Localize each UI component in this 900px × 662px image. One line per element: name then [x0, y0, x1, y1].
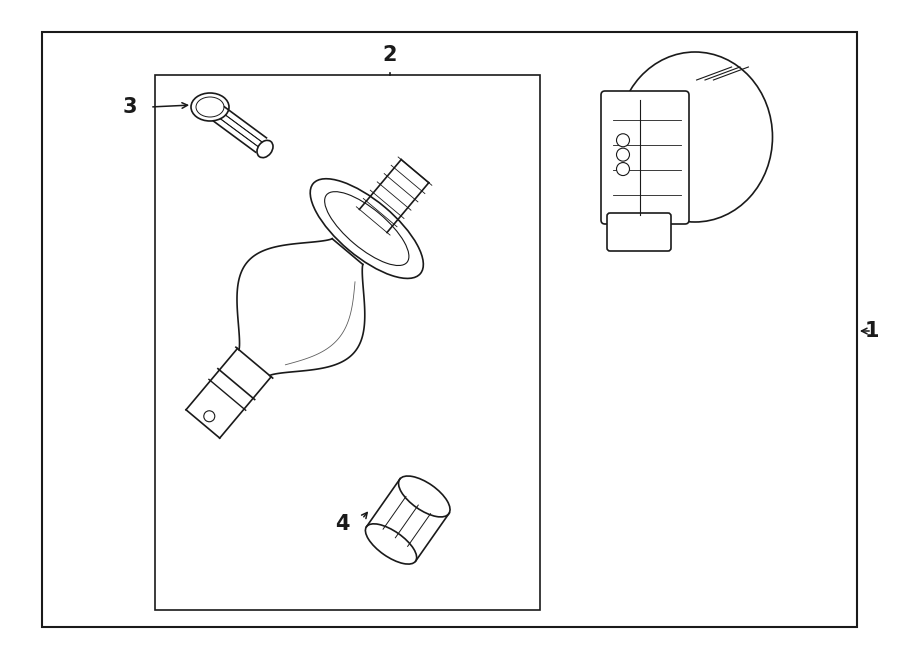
Bar	[366, 476, 451, 562]
Circle shape	[203, 410, 215, 422]
Ellipse shape	[399, 476, 450, 517]
Circle shape	[616, 163, 629, 175]
Bar	[42, 32, 857, 627]
Bar	[155, 75, 540, 610]
Text: 4: 4	[335, 514, 349, 534]
Text: 1: 1	[865, 321, 879, 341]
Ellipse shape	[310, 179, 423, 279]
Ellipse shape	[617, 52, 772, 222]
Ellipse shape	[191, 93, 229, 121]
Text: 2: 2	[382, 45, 397, 65]
Circle shape	[616, 148, 629, 161]
FancyBboxPatch shape	[607, 213, 671, 251]
Ellipse shape	[257, 140, 273, 158]
Polygon shape	[237, 239, 364, 375]
Text: 3: 3	[122, 97, 138, 117]
Bar	[186, 348, 271, 438]
Ellipse shape	[365, 524, 417, 564]
FancyBboxPatch shape	[601, 91, 689, 224]
Circle shape	[616, 134, 629, 147]
